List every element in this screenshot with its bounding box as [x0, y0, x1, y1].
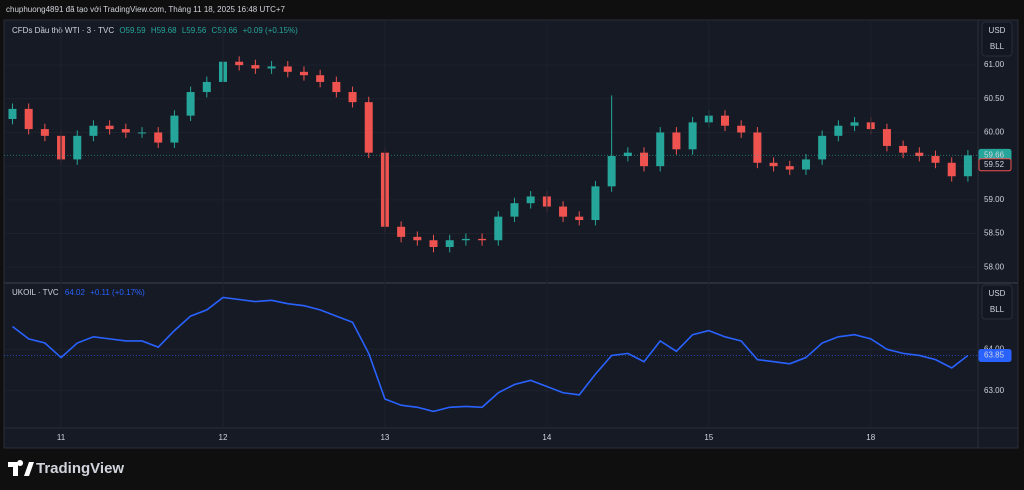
price-badge — [978, 348, 1012, 362]
candle-body — [461, 238, 470, 241]
legend-title: UKOIL · TVC — [12, 288, 59, 297]
legend-change: +0.11 (+0.17%) — [90, 288, 145, 297]
candle-body — [105, 125, 114, 130]
candle-body — [688, 122, 697, 150]
legend-close: C59.66 — [212, 26, 238, 35]
x-tick-label: 15 — [704, 433, 713, 442]
candle-body — [526, 196, 535, 204]
candle-body — [656, 132, 665, 167]
candle-body — [121, 129, 130, 133]
candle-body — [769, 162, 778, 167]
brand[interactable]: TradingView — [8, 460, 124, 477]
y-tick-label: 59.00 — [984, 195, 1005, 204]
candle-body — [445, 240, 454, 247]
currency[interactable]: USD — [989, 289, 1006, 298]
candle-body — [947, 162, 956, 177]
candle-body — [494, 216, 503, 241]
unit[interactable]: BLL — [990, 42, 1005, 51]
currency[interactable]: USD — [989, 26, 1006, 35]
candle-body — [397, 226, 406, 237]
candle-body — [364, 102, 373, 153]
caption: chuphuong4891 đã tạo với TradingView.com… — [6, 5, 286, 14]
y-tick-label: 60.50 — [984, 94, 1005, 103]
price-badge — [978, 158, 1012, 172]
candle-body — [915, 152, 924, 157]
candle-body — [818, 135, 827, 160]
candle-body — [235, 61, 244, 66]
candle-body — [801, 159, 810, 170]
brand-logo[interactable] — [8, 460, 34, 476]
y-tick-label: 63.00 — [984, 386, 1005, 395]
candle-body — [640, 152, 649, 167]
y-tick-label: 60.00 — [984, 128, 1005, 137]
candle-body — [785, 166, 794, 170]
x-tick-label: 11 — [57, 433, 66, 442]
x-tick-label: 14 — [542, 433, 551, 442]
currency-box-bg[interactable] — [981, 284, 1013, 320]
price-badge-label: 63.85 — [984, 351, 1005, 360]
candle-body — [559, 206, 568, 217]
candle-body — [73, 135, 82, 160]
candle-body — [575, 216, 584, 221]
candle-body — [170, 115, 179, 143]
candle-body — [413, 236, 422, 241]
brand-name[interactable]: TradingView — [36, 460, 124, 477]
candle-body — [186, 92, 195, 116]
candle-body — [882, 129, 891, 146]
candle-body — [299, 71, 308, 76]
candle-body — [89, 125, 98, 136]
legend-change: +0.09 (+0.15%) — [243, 26, 298, 35]
legend-title: CFDs Dầu thô WTI · 3 · TVC — [12, 26, 114, 35]
candle-body — [623, 152, 632, 157]
candle-body — [154, 132, 163, 143]
x-tick-label: 18 — [866, 433, 875, 442]
legend-last: 64.02 — [65, 288, 86, 297]
candle-body — [510, 203, 519, 217]
candle-body — [316, 75, 325, 82]
candle-body — [737, 125, 746, 133]
candle-body — [40, 129, 49, 136]
candle-body — [850, 122, 859, 126]
candle-body — [24, 108, 33, 130]
unit[interactable]: BLL — [990, 305, 1005, 314]
candle-body — [348, 92, 357, 103]
currency-box[interactable]: USD BLL — [981, 284, 1013, 320]
candle-body — [138, 132, 147, 134]
legend-high: H59.68 — [151, 26, 177, 35]
legend-low: L59.56 — [182, 26, 207, 35]
candle-body — [834, 125, 843, 136]
candle-body — [931, 156, 940, 163]
candle-body — [267, 66, 276, 69]
candle-body — [591, 186, 600, 221]
candle-body — [283, 66, 292, 72]
candle-body — [251, 65, 260, 69]
currency-box[interactable]: USD BLL — [981, 21, 1013, 57]
candle-body — [607, 156, 616, 187]
currency-box-bg[interactable] — [981, 21, 1013, 57]
candle-body — [429, 240, 438, 247]
y-tick-label: 58.00 — [984, 262, 1005, 271]
y-tick-label: 58.50 — [984, 229, 1005, 238]
candle-body — [963, 155, 972, 177]
price-badge-label: 59.66 — [984, 150, 1005, 159]
y-tick-label: 64.00 — [984, 344, 1005, 353]
candle-body — [202, 81, 211, 93]
candle-body — [8, 108, 17, 119]
legend: UKOIL · TVC 64.02 +0.11 (+0.17%) — [12, 288, 145, 297]
candle-body — [332, 81, 341, 93]
legend-open: O59.59 — [119, 26, 146, 35]
candle-body — [720, 115, 729, 126]
candle-body — [899, 145, 908, 153]
x-tick-label: 13 — [380, 433, 389, 442]
x-tick-label: 12 — [219, 433, 228, 442]
candle-body — [478, 238, 487, 241]
candle-body — [672, 132, 681, 150]
y-tick-label: 61.00 — [984, 60, 1005, 69]
price-badge-label: 59.52 — [984, 160, 1005, 169]
candle-body — [753, 132, 762, 163]
legend: CFDs Dầu thô WTI · 3 · TVC O59.59 H59.68… — [12, 26, 298, 35]
